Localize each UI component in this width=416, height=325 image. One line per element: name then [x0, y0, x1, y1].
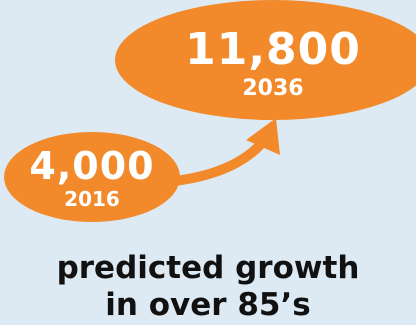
caption-line-1: predicted growth: [56, 250, 360, 286]
bubble-2036-text: 11,800 2036: [150, 28, 396, 100]
growth-arrow-shaft: [160, 138, 267, 187]
caption-line-2: in over 85’s: [105, 287, 311, 323]
bubble-2036: [115, 0, 416, 120]
year-2036: 2036: [242, 76, 304, 101]
value-2036: 11,800: [185, 24, 361, 75]
year-2016: 2016: [64, 187, 120, 211]
growth-arrow-head: [246, 118, 280, 155]
caption: predicted growth in over 85’s: [0, 250, 416, 324]
bubble-2016-text: 4,000 2016: [12, 147, 172, 209]
value-2016: 4,000: [29, 144, 155, 188]
bubble-2016: [4, 132, 180, 222]
